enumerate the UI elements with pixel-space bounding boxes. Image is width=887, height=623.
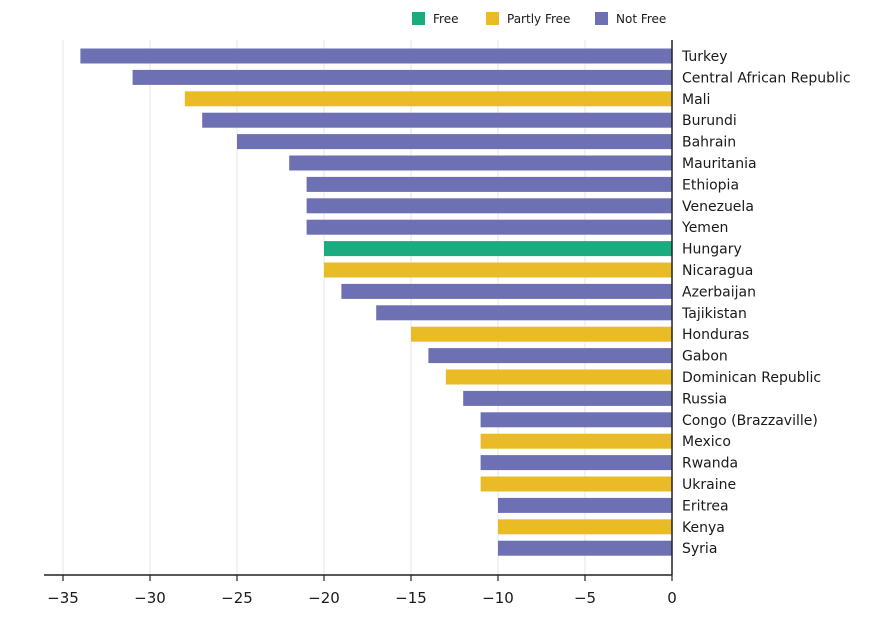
legend-label-free: Free — [433, 12, 458, 26]
legend-label-notfree: Not Free — [616, 12, 666, 26]
country-label-dominican-republic: Dominican Republic — [682, 370, 821, 386]
country-label-venezuela: Venezuela — [682, 199, 754, 215]
x-tick-label: −15 — [395, 589, 427, 607]
country-label-azerbaijan: Azerbaijan — [682, 284, 756, 300]
bar-burundi — [202, 112, 672, 128]
bars — [80, 48, 673, 556]
bar-gabon — [428, 348, 672, 364]
bar-congo-brazzaville — [480, 412, 672, 428]
country-label-hungary: Hungary — [682, 242, 742, 258]
country-label-gabon: Gabon — [682, 349, 728, 365]
bar-ukraine — [480, 476, 672, 492]
country-label-mali: Mali — [682, 92, 710, 108]
country-label-syria: Syria — [682, 541, 717, 557]
country-label-rwanda: Rwanda — [682, 456, 738, 472]
x-tick-label: −10 — [482, 589, 514, 607]
country-label-russia: Russia — [682, 391, 727, 407]
x-tick-label: 0 — [667, 589, 677, 607]
country-labels: Turkey Central African Republic Mali Burund… — [681, 49, 851, 557]
x-axis-ticks: −35 −30 −25 −20 −15 −10 −5 0 — [47, 575, 677, 607]
country-label-kenya: Kenya — [682, 520, 725, 536]
bar-bahrain — [237, 134, 672, 150]
bar-central-african-republic — [132, 69, 673, 85]
legend-label-partly: Partly Free — [507, 12, 570, 26]
bar-mali — [184, 91, 673, 107]
country-label-burundi: Burundi — [682, 113, 737, 129]
bar-turkey — [80, 48, 672, 64]
country-label-ethiopia: Ethiopia — [682, 177, 739, 193]
bar-honduras — [411, 326, 672, 342]
legend-swatch-partly — [486, 12, 499, 25]
x-tick-label: −5 — [574, 589, 596, 607]
axes — [44, 40, 673, 576]
country-label-yemen: Yemen — [681, 220, 728, 236]
x-tick-label: −20 — [308, 589, 340, 607]
country-label-mauritania: Mauritania — [682, 156, 757, 172]
bar-azerbaijan — [341, 283, 672, 299]
country-label-tajikistan: Tajikistan — [681, 306, 747, 322]
x-tick-label: −25 — [221, 589, 253, 607]
country-label-central-african-republic: Central African Republic — [682, 70, 851, 86]
x-tick-label: −35 — [47, 589, 79, 607]
country-label-bahrain: Bahrain — [682, 135, 736, 151]
bar-mexico — [480, 433, 672, 449]
bar-tajikistan — [376, 305, 672, 321]
bar-nicaragua — [324, 262, 672, 278]
bar-ethiopia — [306, 176, 672, 192]
country-label-nicaragua: Nicaragua — [682, 263, 753, 279]
legend: Free Partly Free Not Free — [412, 12, 666, 26]
bar-mauritania — [289, 155, 672, 171]
bar-hungary — [324, 241, 672, 257]
bar-eritrea — [498, 497, 672, 513]
bar-russia — [463, 390, 672, 406]
bar-syria — [498, 540, 672, 556]
legend-swatch-free — [412, 12, 425, 25]
country-label-eritrea: Eritrea — [682, 498, 729, 514]
bar-dominican-republic — [445, 369, 672, 385]
country-label-ukraine: Ukraine — [682, 477, 736, 493]
country-label-honduras: Honduras — [682, 327, 749, 343]
bar-venezuela — [306, 198, 672, 214]
legend-swatch-notfree — [595, 12, 608, 25]
bar-kenya — [498, 519, 672, 535]
bar-yemen — [306, 219, 672, 235]
country-label-congo-brazzaville: Congo (Brazzaville) — [682, 413, 818, 429]
country-label-mexico: Mexico — [682, 434, 731, 450]
bar-rwanda — [480, 455, 672, 471]
x-tick-label: −30 — [134, 589, 166, 607]
country-label-turkey: Turkey — [681, 49, 728, 65]
